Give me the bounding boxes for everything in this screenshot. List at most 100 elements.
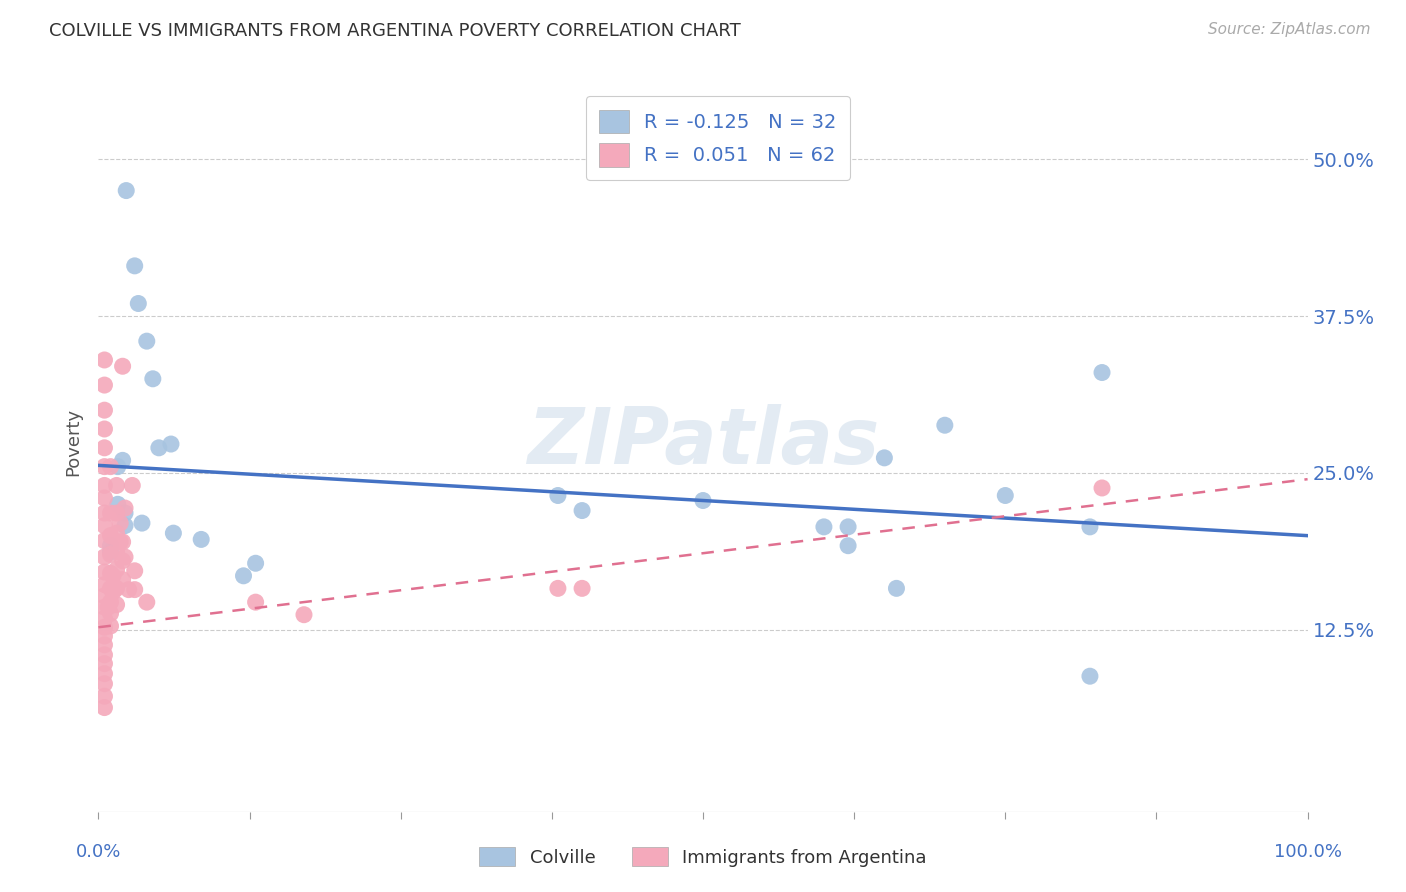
- Point: [994, 488, 1017, 502]
- Point: [111, 453, 134, 467]
- Point: [1078, 669, 1101, 683]
- Point: [100, 582, 122, 596]
- Point: [93, 518, 115, 533]
- Point: [105, 478, 128, 492]
- Point: [121, 478, 143, 492]
- Point: [115, 184, 138, 198]
- Point: [101, 585, 124, 599]
- Point: [571, 582, 593, 596]
- Legend: R = -0.125   N = 32, R =  0.051   N = 62: R = -0.125 N = 32, R = 0.051 N = 62: [586, 95, 851, 180]
- Point: [93, 459, 115, 474]
- Text: 100.0%: 100.0%: [1274, 843, 1341, 861]
- Point: [93, 478, 115, 492]
- Point: [93, 638, 115, 652]
- Point: [93, 403, 115, 417]
- Point: [93, 577, 115, 591]
- Point: [93, 677, 115, 691]
- Point: [114, 506, 136, 520]
- Point: [93, 533, 115, 548]
- Point: [934, 418, 956, 433]
- Y-axis label: Poverty: Poverty: [65, 408, 83, 475]
- Point: [1078, 520, 1101, 534]
- Point: [142, 372, 165, 386]
- Point: [245, 556, 267, 570]
- Text: COLVILLE VS IMMIGRANTS FROM ARGENTINA POVERTY CORRELATION CHART: COLVILLE VS IMMIGRANTS FROM ARGENTINA PO…: [49, 22, 741, 40]
- Point: [111, 573, 134, 587]
- Point: [571, 503, 593, 517]
- Point: [93, 600, 115, 615]
- Point: [105, 562, 128, 576]
- Point: [148, 441, 170, 455]
- Point: [100, 545, 122, 559]
- Point: [124, 582, 146, 597]
- Point: [107, 497, 129, 511]
- Point: [108, 516, 131, 530]
- Point: [100, 548, 122, 562]
- Point: [886, 582, 908, 596]
- Point: [692, 493, 714, 508]
- Point: [245, 595, 267, 609]
- Point: [100, 529, 122, 543]
- Point: [127, 296, 149, 310]
- Point: [93, 620, 115, 634]
- Point: [93, 666, 115, 681]
- Point: [111, 359, 134, 374]
- Point: [93, 422, 115, 436]
- Point: [93, 648, 115, 662]
- Point: [111, 554, 134, 568]
- Point: [232, 569, 254, 583]
- Point: [108, 535, 131, 549]
- Point: [93, 353, 115, 368]
- Point: [93, 565, 115, 579]
- Point: [105, 598, 128, 612]
- Point: [837, 520, 859, 534]
- Point: [105, 543, 128, 558]
- Point: [547, 582, 569, 596]
- Point: [124, 564, 146, 578]
- Point: [162, 526, 184, 541]
- Point: [93, 441, 115, 455]
- Point: [93, 491, 115, 505]
- Point: [160, 437, 183, 451]
- Point: [93, 378, 115, 392]
- Point: [124, 259, 146, 273]
- Point: [118, 582, 141, 597]
- Point: [114, 501, 136, 516]
- Point: [873, 450, 896, 465]
- Point: [100, 619, 122, 633]
- Legend: Colville, Immigrants from Argentina: Colville, Immigrants from Argentina: [472, 840, 934, 874]
- Point: [107, 459, 129, 474]
- Point: [135, 334, 157, 348]
- Point: [93, 690, 115, 704]
- Point: [114, 518, 136, 533]
- Point: [1091, 366, 1114, 380]
- Point: [292, 607, 315, 622]
- Text: Source: ZipAtlas.com: Source: ZipAtlas.com: [1208, 22, 1371, 37]
- Point: [97, 600, 120, 615]
- Point: [100, 595, 122, 609]
- Point: [93, 611, 115, 625]
- Point: [93, 506, 115, 520]
- Point: [105, 526, 128, 541]
- Point: [837, 539, 859, 553]
- Text: ZIPatlas: ZIPatlas: [527, 403, 879, 480]
- Point: [813, 520, 835, 534]
- Text: 0.0%: 0.0%: [76, 843, 121, 861]
- Point: [190, 533, 212, 547]
- Point: [93, 629, 115, 643]
- Point: [100, 539, 122, 553]
- Point: [100, 566, 122, 581]
- Point: [131, 516, 153, 530]
- Point: [111, 535, 134, 549]
- Point: [105, 506, 128, 520]
- Point: [114, 549, 136, 564]
- Point: [135, 595, 157, 609]
- Point: [93, 700, 115, 714]
- Point: [93, 589, 115, 603]
- Point: [93, 549, 115, 564]
- Point: [100, 506, 122, 520]
- Point: [100, 459, 122, 474]
- Point: [105, 582, 128, 596]
- Point: [1091, 481, 1114, 495]
- Point: [100, 607, 122, 621]
